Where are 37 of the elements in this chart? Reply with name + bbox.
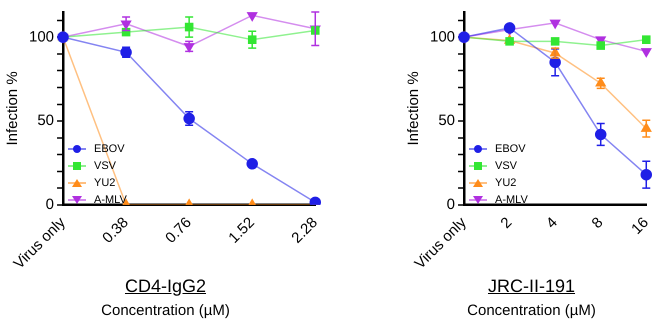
y-tick-label: 100 xyxy=(430,28,456,46)
legend-label: A-MLV xyxy=(495,194,528,206)
legend-label: EBOV xyxy=(94,142,125,154)
legend-label: A-MLV xyxy=(94,194,127,206)
legend-label: VSV xyxy=(495,160,518,172)
legend-label: VSV xyxy=(94,160,116,172)
y-tick-label: 0 xyxy=(446,196,456,214)
y-tick-label: 100 xyxy=(28,28,54,46)
point xyxy=(247,12,258,22)
point xyxy=(505,37,514,46)
legend-label: EBOV xyxy=(495,142,526,154)
y-axis-title: Infection % xyxy=(405,71,422,146)
text: JRC-II-191 xyxy=(488,276,576,296)
legend-label: YU2 xyxy=(495,176,516,188)
x-tick-label: 16 xyxy=(628,214,652,238)
y-tick-label: 50 xyxy=(37,112,54,130)
point xyxy=(550,20,560,29)
x-axis-title: Concentration (µM) xyxy=(466,302,597,319)
x-tick-label: 4 xyxy=(542,214,561,232)
x-tick-label: 2 xyxy=(497,214,516,232)
point xyxy=(641,48,652,58)
y-tick-label: 0 xyxy=(46,196,54,214)
point xyxy=(550,37,560,46)
x-tick-label: 0.76 xyxy=(162,214,195,247)
y-axis-title: Infection % xyxy=(4,71,22,146)
point xyxy=(596,41,605,50)
text: CD4-IgG2 xyxy=(124,276,206,296)
point xyxy=(642,35,651,44)
x-tick-label: Virus only xyxy=(10,214,70,272)
y-tick-label: 50 xyxy=(438,112,456,130)
x-tick-label: 0.38 xyxy=(99,214,132,247)
point xyxy=(504,22,516,34)
x-tick-label: 1.52 xyxy=(225,214,258,247)
x-tick-label: 8 xyxy=(588,214,606,232)
x-tick-label: Virus only xyxy=(411,214,470,272)
x-axis-title: Concentration (µM) xyxy=(100,302,231,319)
legend-label: YU2 xyxy=(94,176,116,188)
